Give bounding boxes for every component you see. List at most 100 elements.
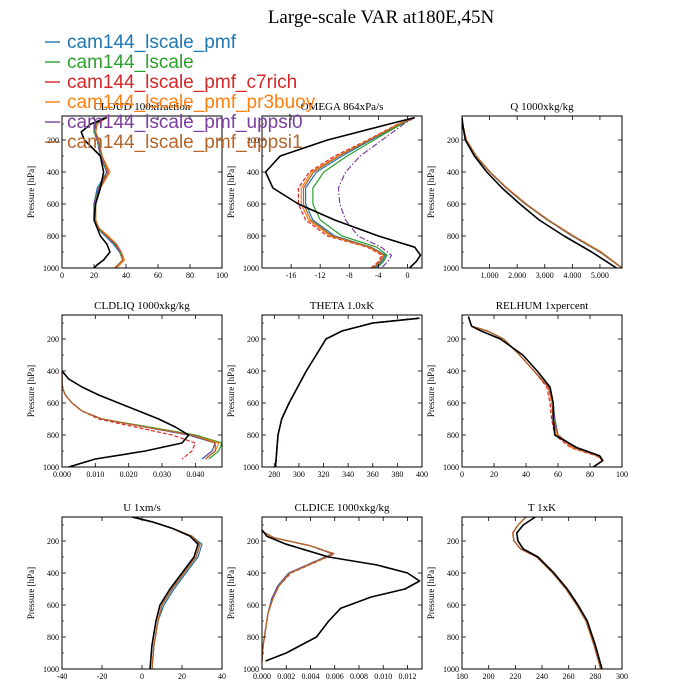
y-tick-label: 1000 [243,463,259,472]
series-line-cam144-lscale-pmf-uppsi1 [62,371,216,460]
x-tick-label: 0.010 [86,470,104,479]
series-group [131,517,203,669]
x-tick-label: 300 [293,470,305,479]
x-tick-label: 0 [460,470,464,479]
legend-item-cam144-lscale-pmf-uppsi0: cam144_lscale_pmf_uppsi0 [45,112,303,133]
y-axis-label: Pressure [hPa] [26,567,36,619]
y-tick-label: 800 [447,232,459,241]
series-line-cam144-lscale-pmf-uppsi0 [462,117,622,268]
series-line-cam144-lscale-pmf-c7rich [274,317,420,467]
y-tick-label: 600 [47,200,59,209]
x-tick-label: 80 [586,470,594,479]
x-tick-label: 20 [90,271,98,280]
series-line-cam144-lscale-pmf-pr3buoy [131,517,201,669]
x-tick-label: -16 [286,271,297,280]
y-tick-label: 200 [447,335,459,344]
x-tick-label: 100 [216,271,228,280]
series-line-cam144-lscale-pmf-uppsi1 [467,316,604,467]
y-tick-label: 600 [247,200,259,209]
y-tick-label: 1000 [443,264,459,273]
x-tick-label: 0.010 [374,672,392,681]
series-line-cam144-lscale-pmf-c7rich [462,117,622,268]
x-tick-label: 80 [186,271,194,280]
y-tick-label: 200 [47,335,59,344]
series-line-cam144-lscale-pmf-uppsi0 [467,316,604,467]
y-tick-label: 400 [447,367,459,376]
x-tick-label: 380 [391,470,403,479]
series-line-cam144-lscale-pmf-uppsi1 [262,530,335,662]
legend-item-cam144-lscale-pmf-pr3buoy: cam144_lscale_pmf_pr3buoy [45,92,316,113]
y-tick-label: 400 [447,168,459,177]
series-line-cam144-lscale-pmf-c7rich [131,517,201,669]
legend-label: cam144_lscale [67,52,194,73]
y-tick-label: 600 [447,399,459,408]
panel-q: Q 1000xkg/kg 200 400 600 800 1000 1.000 2.000 3.… [426,101,623,280]
y-tick-label: 600 [47,601,59,610]
x-tick-label: 0.030 [153,470,171,479]
y-axis-label: Pressure [hPa] [26,365,36,417]
x-tick-label: 400 [416,470,428,479]
series-line-cam144-lscale-pmf-uppsi1 [462,117,622,268]
y-tick-label: 800 [247,633,259,642]
x-tick-label: -4 [375,271,382,280]
legend-label: cam144_lscale_pmf_uppsi1 [67,132,303,153]
series-line-cam144-lscale-pmf-pr3buoy [512,517,602,669]
y-tick-label: 200 [247,537,259,546]
figure-title: Large-scale VAR at180E,45N [268,7,495,28]
panel-title: OMEGA 864xPa/s [301,101,384,113]
y-tick-label: 800 [447,431,459,440]
series-line-cam144-lscale-pmf [305,117,415,268]
legend: cam144_lscale_pmfcam144_lscalecam144_lsc… [45,32,316,153]
x-tick-label: 0.000 [253,672,271,681]
panel-title: T 1xK [528,502,556,514]
y-tick-label: 200 [47,537,59,546]
panel-theta: THETA 1.0xK 200 400 600 800 1000 280 300 320 340 3… [226,300,428,479]
y-tick-label: 800 [47,633,59,642]
series-line-cam144-lscale-pmf-uppsi0 [274,317,420,467]
y-tick-label: 1000 [243,665,259,674]
series-line-reference [515,517,603,669]
series-line-cam144-lscale-pmf-uppsi0 [512,517,602,669]
series-line-cam144-lscale-pmf [467,316,604,467]
plot-frame [461,314,623,468]
y-tick-label: 1000 [243,264,259,273]
x-tick-label: 0.008 [350,672,368,681]
plot-frame [461,115,623,269]
x-tick-label: 240 [536,672,548,681]
x-tick-label: 40 [522,470,530,479]
x-tick-label: 100 [616,470,628,479]
x-tick-label: 0.012 [398,672,416,681]
y-tick-label: 200 [47,136,59,145]
y-tick-label: 200 [447,537,459,546]
y-tick-label: 800 [47,431,59,440]
series-line-cam144-lscale-pmf-uppsi1 [274,317,420,467]
series-line-cam144-lscale-pmf-uppsi1 [302,117,415,268]
x-tick-label: 60 [554,470,562,479]
y-axis-label: Pressure [hPa] [226,166,236,218]
series-line-cam144-lscale [312,117,415,268]
x-tick-label: 0.000 [53,470,71,479]
x-tick-label: 360 [367,470,379,479]
series-line-cam144-lscale [131,517,201,669]
series-line-reference [131,517,199,669]
plot-frame [261,115,423,269]
plot-frame [61,314,223,468]
x-tick-label: 200 [483,672,495,681]
y-tick-label: 1000 [43,264,59,273]
x-tick-label: 280 [268,470,280,479]
x-tick-label: 0 [140,672,144,681]
series-group [262,529,421,662]
y-axis-label: Pressure [hPa] [426,365,436,417]
y-axis-label: Pressure [hPa] [226,365,236,417]
x-tick-label: 260 [563,672,575,681]
x-tick-label: 300 [616,672,628,681]
y-tick-label: 600 [447,200,459,209]
y-tick-label: 400 [247,569,259,578]
panel-title: CLOUD 100xfraction [94,101,191,113]
series-line-reference [80,116,111,268]
series-line-cam144-lscale-pmf-pr3buoy [462,117,622,268]
x-tick-label: -12 [315,271,326,280]
series-line-cam144-lscale [274,317,420,467]
series-line-cam144-lscale-pmf-c7rich [62,371,196,460]
